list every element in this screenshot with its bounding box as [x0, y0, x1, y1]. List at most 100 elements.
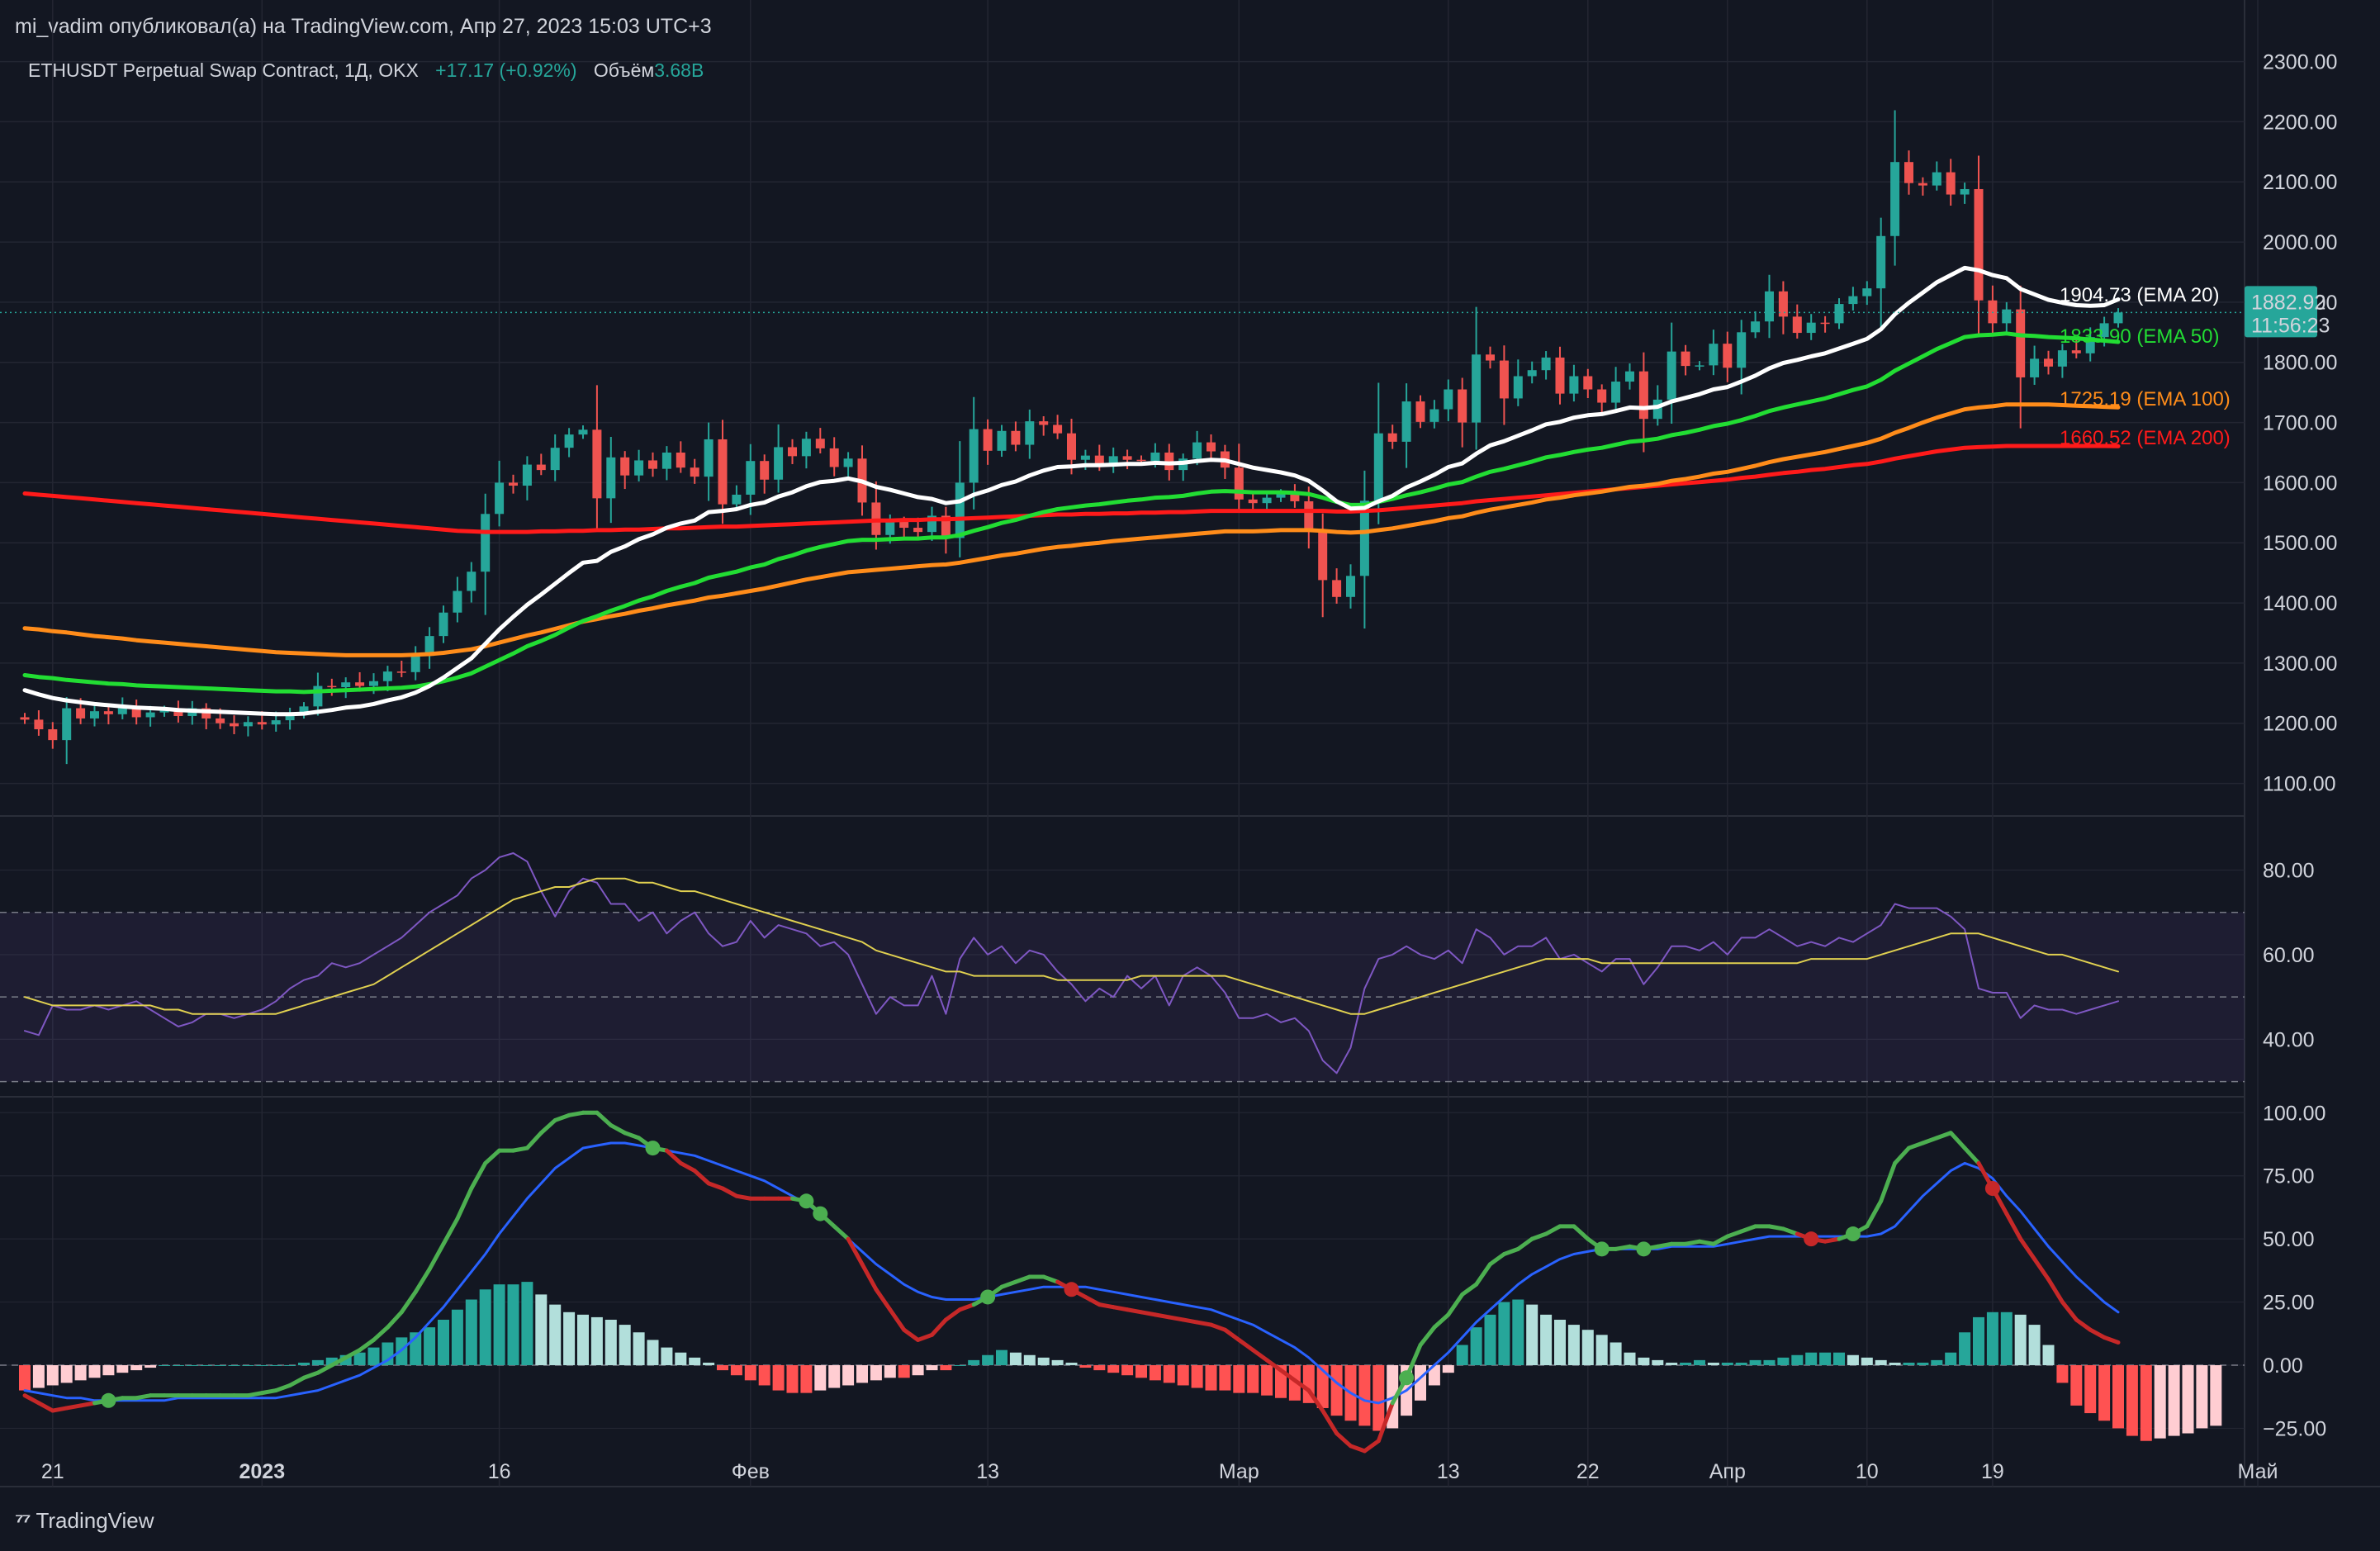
candle-body [1136, 459, 1146, 462]
candle-body [1458, 389, 1467, 423]
candle-body [1025, 421, 1035, 445]
grid-lines [0, 0, 2380, 1487]
kst-segment [1446, 1292, 1465, 1317]
candle-body [648, 460, 657, 469]
candle-body [1080, 455, 1090, 460]
price-change: +17.17 (+0.92%) [435, 59, 577, 81]
ema-value-label: 1660.52 (EMA 200) [2060, 427, 2231, 449]
candle [843, 452, 853, 477]
candle-body [48, 729, 58, 741]
candle-body [704, 439, 714, 477]
kst-segment [1780, 1226, 1799, 1236]
symbol-name[interactable]: ETHUSDT Perpetual Swap Contract, 1Д, OKX [28, 59, 419, 81]
histogram-bar [1484, 1314, 1496, 1365]
histogram-bar [1177, 1365, 1189, 1386]
candle-body [1513, 376, 1523, 399]
ema100-line [22, 402, 2121, 657]
histogram-bar [2140, 1365, 2152, 1441]
histogram-bar [1037, 1357, 1050, 1365]
candle-body [2016, 309, 2026, 377]
candle [788, 439, 797, 464]
price-tick-label: 1800.00 [2263, 352, 2337, 375]
candle [1960, 183, 1970, 204]
candle-body [1318, 530, 1328, 581]
ema50-line [22, 331, 2121, 695]
candle-body [1862, 288, 1872, 296]
candle [1904, 150, 1913, 195]
candle-body [424, 636, 434, 657]
candle [676, 441, 685, 473]
candle-body [145, 712, 155, 718]
candle-body [453, 591, 462, 613]
candle-body [690, 467, 699, 477]
kst-pane[interactable] [0, 1110, 2245, 1454]
candle [1499, 345, 1509, 425]
candle-body [1597, 389, 1607, 403]
price-pane[interactable] [0, 110, 2245, 765]
kst-segment [1097, 1302, 1116, 1310]
candle [34, 710, 44, 736]
candle [1555, 346, 1565, 405]
histogram-bar [172, 1365, 184, 1366]
ema-value-label: 1725.19 (EMA 100) [2060, 388, 2231, 410]
candle [760, 454, 770, 494]
time-tick-label: Мар [1219, 1460, 1259, 1483]
candle [1359, 470, 1369, 629]
kst-segment [1181, 1317, 1200, 1325]
candle [969, 396, 979, 510]
candle-body [829, 448, 839, 467]
last-price-value: 1882.92 [2251, 291, 2325, 314]
candle [704, 422, 714, 501]
candle [1011, 421, 1021, 452]
candle [453, 576, 462, 623]
candle [1108, 447, 1118, 473]
candle-body [410, 656, 420, 672]
kst-segment [943, 1307, 962, 1322]
kst-tick-label: −25.00 [2263, 1417, 2326, 1440]
candle-body [1011, 430, 1021, 445]
candle [2030, 345, 2040, 385]
histogram-bar [1428, 1365, 1440, 1386]
candle-body [201, 708, 211, 719]
histogram-bar [1330, 1365, 1343, 1416]
histogram-bar [311, 1359, 324, 1365]
kst-segment [664, 1148, 683, 1165]
last-price-badge [2245, 286, 2317, 338]
candle [1472, 306, 1482, 450]
histogram-bar [116, 1365, 129, 1373]
histogram-bar [912, 1365, 924, 1376]
crossover-dot [1636, 1241, 1652, 1257]
kst-segment [1432, 1312, 1451, 1330]
price-tick-label: 1500.00 [2263, 532, 2337, 555]
kst-segment [678, 1160, 697, 1174]
candle [2044, 350, 2053, 375]
kst-segment [1474, 1262, 1492, 1287]
candle-body [1904, 162, 1913, 183]
kst-segment [358, 1337, 376, 1353]
time-tick-label: 21 [41, 1460, 64, 1483]
crossover-dot [645, 1141, 661, 1156]
candle [983, 419, 993, 465]
kst-segment [1195, 1320, 1213, 1327]
candle [1458, 377, 1467, 448]
candle-body [1555, 357, 1565, 394]
histogram-bar [298, 1362, 310, 1365]
histogram-bar [130, 1365, 143, 1371]
candle [103, 705, 113, 725]
histogram-bar [996, 1349, 1007, 1365]
symbol-legend[interactable]: ETHUSDT Perpetual Swap Contract, 1Д, OKX… [28, 59, 704, 82]
candle-body [2002, 309, 2012, 324]
candle-body [369, 681, 378, 686]
kst-segment [1767, 1224, 1785, 1231]
kst-segment [1823, 1236, 1842, 1244]
histogram-bar [1847, 1354, 1859, 1365]
histogram-bar [1735, 1362, 1747, 1365]
candle-body [216, 718, 225, 723]
candle-body [1541, 357, 1551, 371]
histogram-bar [884, 1365, 896, 1378]
tradingview-logo[interactable]: ⁷⁷ TradingView [15, 1508, 154, 1534]
rsi-pane[interactable] [0, 852, 2245, 1083]
candle-body [2099, 323, 2109, 338]
candle-body [913, 528, 923, 533]
